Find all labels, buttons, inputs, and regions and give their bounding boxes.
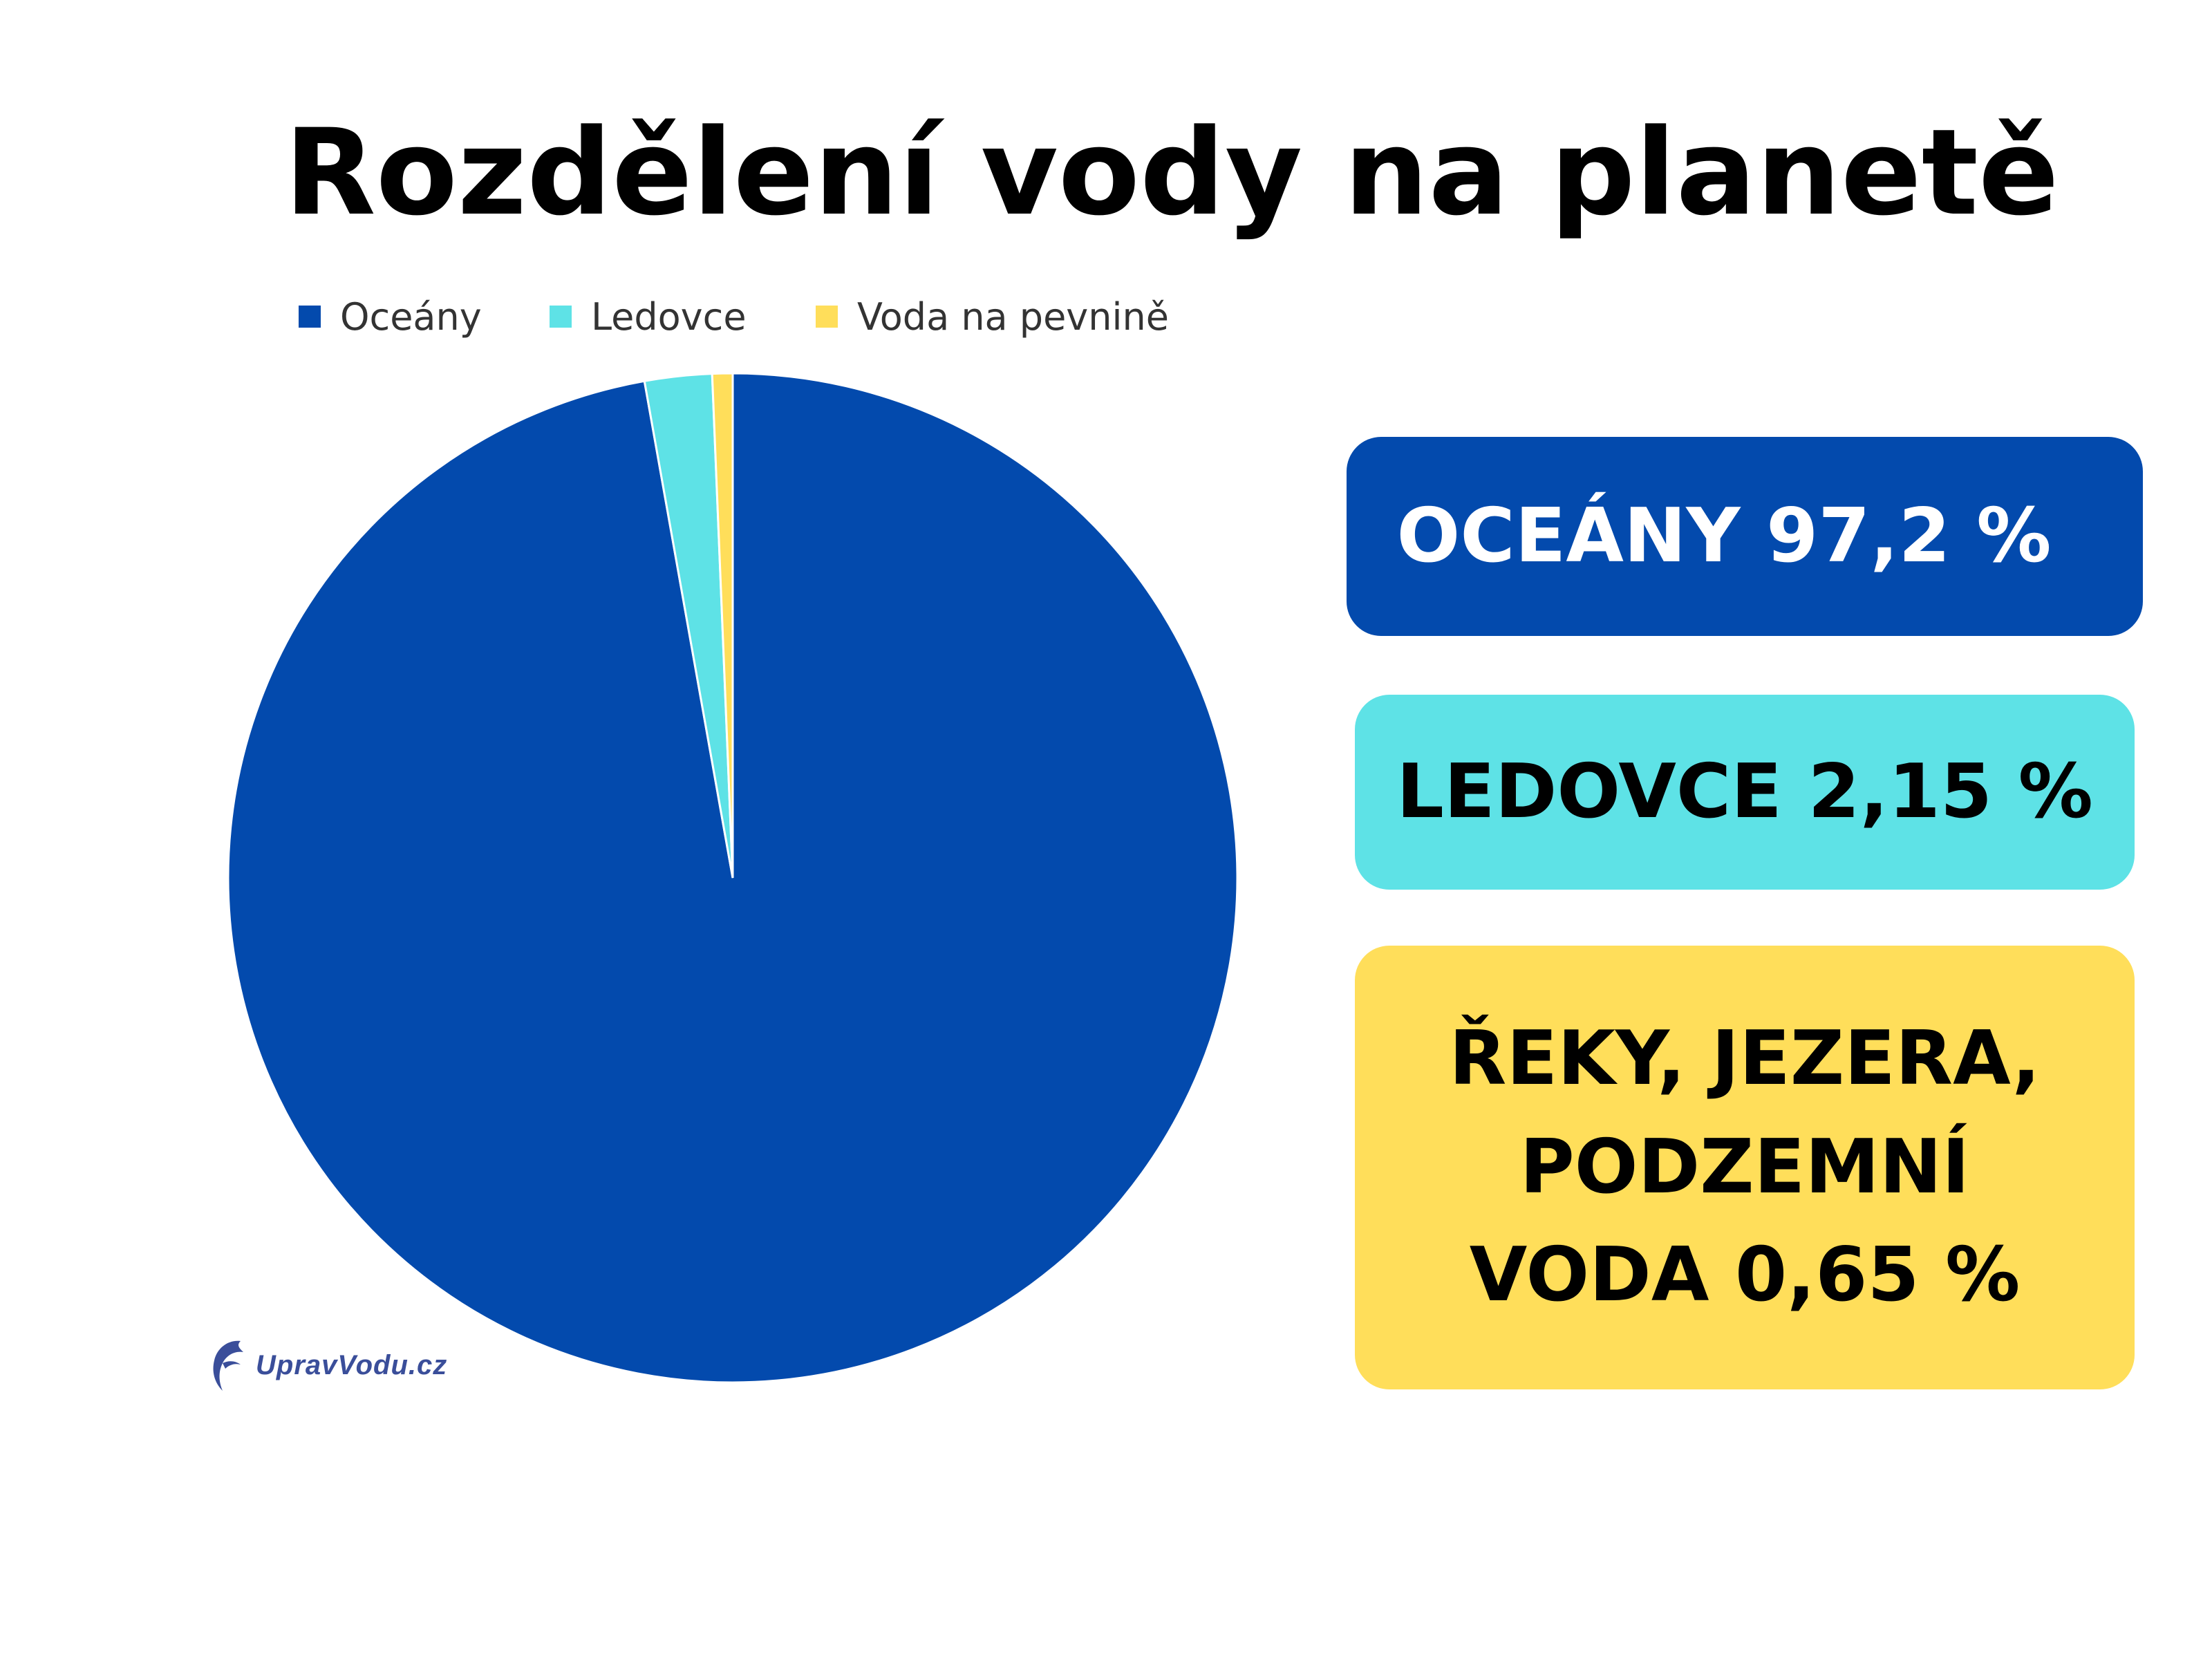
legend-item-land-water: Voda na pevnině — [816, 295, 1169, 339]
pie-chart — [228, 373, 1237, 1382]
legend-item-oceans: Oceány — [299, 295, 482, 339]
legend-swatch-glaciers — [550, 306, 572, 328]
logo: UpravVodu.cz — [207, 1334, 447, 1396]
pie-chart-svg — [228, 373, 1237, 1382]
land-water-stat-line-3: VODA 0,65 % — [1469, 1232, 2021, 1319]
legend-swatch-oceans — [299, 306, 321, 328]
glaciers-stat-label: LEDOVCE 2,15 % — [1396, 748, 2093, 835]
oceans-stat-label: OCEÁNY 97,2 % — [1396, 492, 2052, 579]
legend-label-glaciers: Ledovce — [591, 294, 747, 339]
chart-title: Rozdělení vody na planetě — [284, 103, 2059, 242]
land-water-stat-line-2: PODZEMNÍ — [1519, 1123, 1970, 1210]
pie-slice-land-water — [711, 373, 734, 879]
legend-swatch-land-water — [816, 306, 838, 328]
land-water-stat-line-1: ŘEKY, JEZERA, — [1449, 1015, 2041, 1103]
glaciers-stat-box: LEDOVCE 2,15 % — [1355, 695, 2135, 890]
logo-text: UpravVodu.cz — [256, 1349, 448, 1380]
legend-label-oceans: Oceány — [340, 294, 482, 339]
oceans-stat-box: OCEÁNY 97,2 % — [1347, 437, 2143, 636]
legend-label-land-water: Voda na pevnině — [857, 294, 1169, 339]
dolphin-icon — [213, 1340, 243, 1391]
land-water-stat-box: ŘEKY, JEZERA, PODZEMNÍ VODA 0,65 % — [1355, 946, 2135, 1389]
legend-item-glaciers: Ledovce — [550, 295, 747, 339]
land-water-stat-text: ŘEKY, JEZERA, PODZEMNÍ VODA 0,65 % — [1449, 1005, 2040, 1330]
